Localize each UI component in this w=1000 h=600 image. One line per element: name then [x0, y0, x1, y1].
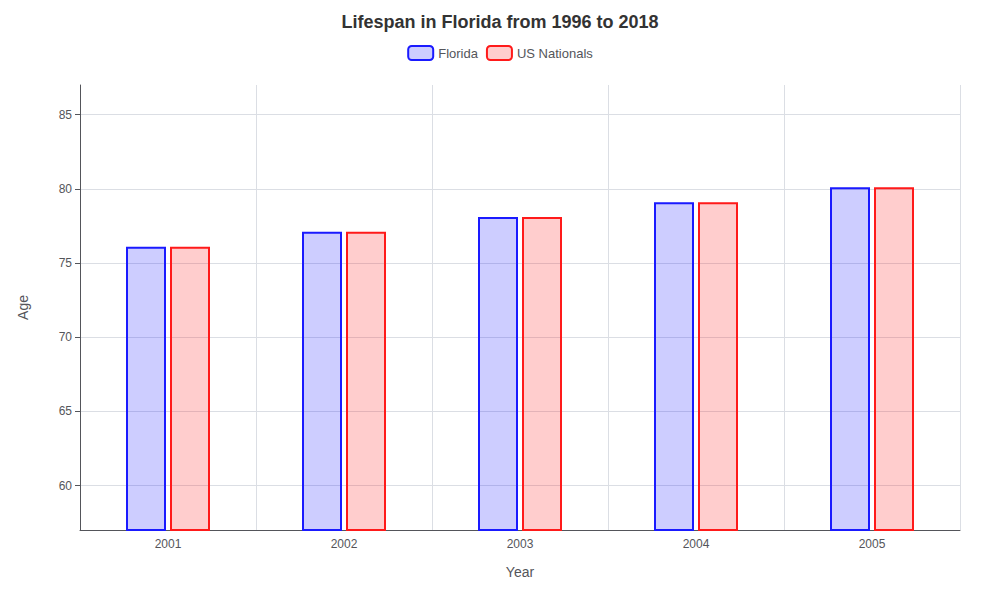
- svg-text:2001: 2001: [155, 537, 182, 551]
- svg-text:2004: 2004: [683, 537, 710, 551]
- svg-text:Age: Age: [15, 295, 31, 320]
- svg-text:Florida: Florida: [438, 46, 479, 61]
- svg-text:70: 70: [59, 330, 73, 344]
- svg-text:2005: 2005: [859, 537, 886, 551]
- svg-text:85: 85: [59, 108, 73, 122]
- svg-text:2002: 2002: [331, 537, 358, 551]
- svg-text:2003: 2003: [507, 537, 534, 551]
- svg-text:Lifespan in Florida from 1996: Lifespan in Florida from 1996 to 2018: [341, 12, 658, 32]
- svg-text:80: 80: [59, 182, 73, 196]
- svg-text:60: 60: [59, 479, 73, 493]
- svg-text:65: 65: [59, 404, 73, 418]
- svg-text:US Nationals: US Nationals: [517, 46, 593, 61]
- svg-text:75: 75: [59, 256, 73, 270]
- svg-text:Year: Year: [506, 564, 535, 580]
